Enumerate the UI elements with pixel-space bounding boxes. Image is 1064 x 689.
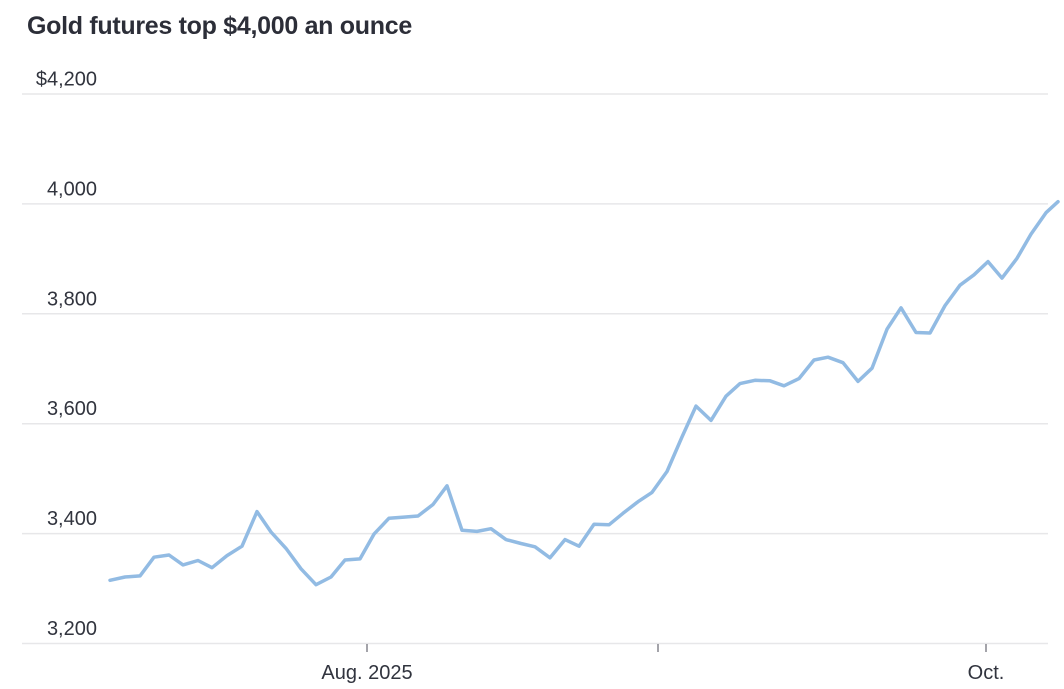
y-axis-label: $4,200 <box>36 69 97 91</box>
y-axis-label: 3,800 <box>47 288 97 310</box>
y-axis-label: 3,600 <box>47 398 97 420</box>
y-axis-label: 3,400 <box>47 508 97 530</box>
y-axis-label: 3,200 <box>47 618 97 640</box>
y-axis-label: 4,000 <box>47 178 97 200</box>
x-axis-label: Oct. <box>968 662 1005 684</box>
x-axis-label: Aug. 2025 <box>321 662 412 684</box>
price-line <box>108 199 1060 587</box>
chart-title: Gold futures top $4,000 an ounce <box>27 12 412 40</box>
